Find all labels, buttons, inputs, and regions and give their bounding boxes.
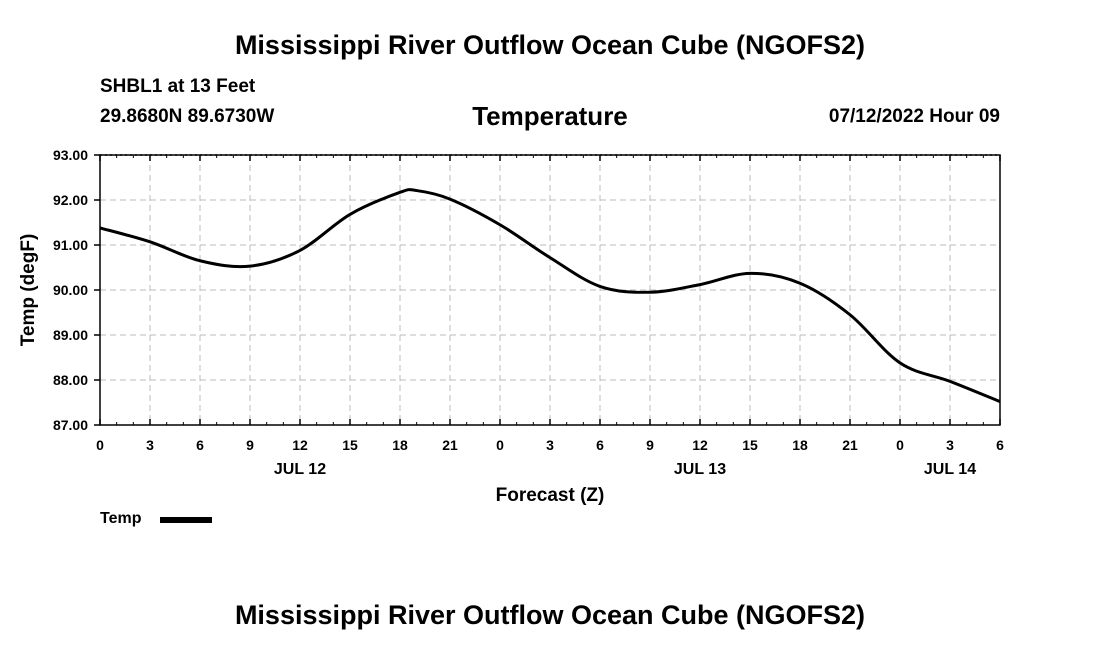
x-tick-label: 6	[996, 437, 1004, 453]
x-tick-label: 15	[742, 437, 758, 453]
x-tick-label: 0	[896, 437, 904, 453]
series-layer	[99, 188, 1001, 403]
x-tick-label: 18	[792, 437, 808, 453]
x-tick-label: 21	[442, 437, 458, 453]
y-tick-label: 89.00	[53, 327, 88, 343]
x-tick-label: 21	[842, 437, 858, 453]
x-tick-label: 15	[342, 437, 358, 453]
coordinates-label: 29.8680N 89.6730W	[100, 106, 275, 127]
y-tick-label: 93.00	[53, 147, 88, 163]
axes	[94, 154, 1001, 426]
x-tick-label: 12	[292, 437, 308, 453]
x-tick-label: 18	[392, 437, 408, 453]
y-tick-label: 91.00	[53, 237, 88, 253]
x-tick-label: 6	[196, 437, 204, 453]
legend-label: Temp	[100, 510, 142, 527]
x-tick-label: 3	[146, 437, 154, 453]
x-tick-label: 0	[496, 437, 504, 453]
x-tick-label: 0	[96, 437, 104, 453]
y-tick-label: 92.00	[53, 192, 88, 208]
x-tick-label: 9	[246, 437, 254, 453]
y-tick-label: 88.00	[53, 372, 88, 388]
date-label: JUL 12	[274, 461, 326, 478]
main-title: Mississippi River Outflow Ocean Cube (NG…	[234, 30, 866, 60]
grid-lines	[100, 154, 1000, 425]
forecast-datetime: 07/12/2022 Hour 09	[828, 106, 1000, 127]
date-label: JUL 14	[924, 461, 976, 478]
y-tick-label: 90.00	[53, 282, 88, 298]
series-line-temp	[99, 188, 1001, 403]
x-tick-label: 3	[946, 437, 954, 453]
parameter-title: Temperature	[472, 101, 628, 131]
legend-line-swatch	[160, 517, 212, 523]
x-axis-title: Forecast (Z)	[496, 485, 605, 506]
date-label: JUL 13	[674, 461, 726, 478]
x-tick-label: 9	[646, 437, 654, 453]
y-axis-title: Temp (degF)	[18, 234, 39, 347]
station-label: SHBL1 at 13 Feet	[100, 76, 256, 97]
y-tick-label: 87.00	[53, 417, 88, 433]
main-title-repeat: Mississippi River Outflow Ocean Cube (NG…	[234, 600, 866, 630]
x-tick-label: 6	[596, 437, 604, 453]
x-tick-label: 3	[546, 437, 554, 453]
axis-labels: 0 3 6 9 12 15 18 21 0 3 6 9 12 15 18 21 0 3 6 87.00 88.00 89.…	[18, 147, 1004, 506]
x-tick-label: 12	[692, 437, 708, 453]
